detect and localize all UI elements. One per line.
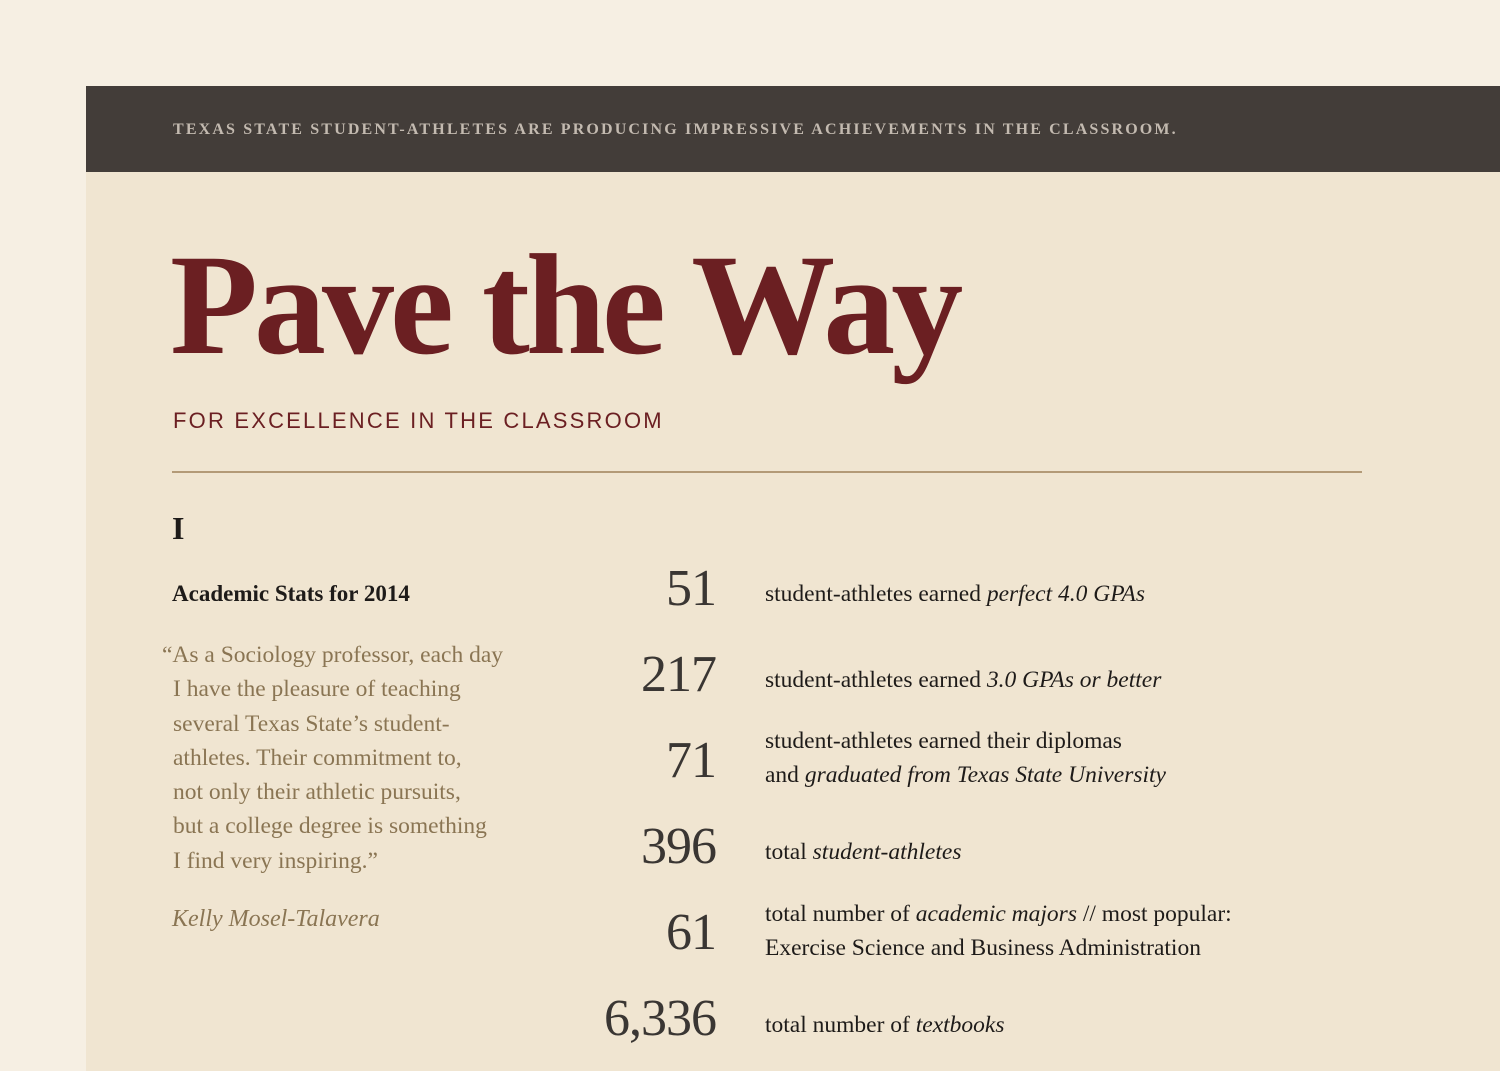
- stat-number: 71: [666, 732, 717, 789]
- quote-line: but a college degree is something: [173, 813, 487, 840]
- stat-text: student-athletes earned their diplomas: [765, 728, 1122, 754]
- content-panel: TEXAS STATE STUDENT-ATHLETES ARE PRODUCI…: [86, 86, 1500, 1071]
- stat-description: total student-athletes: [765, 835, 961, 869]
- stat-number: 396: [641, 818, 717, 875]
- stat-text: and: [765, 762, 805, 788]
- stat-number: 51: [666, 560, 717, 617]
- stat-text: Exercise Science and Business Administra…: [765, 935, 1201, 961]
- stat-text: student-athletes earned: [765, 581, 987, 607]
- stat-emphasis: academic majors: [915, 901, 1077, 927]
- quote-attribution: Kelly Mosel-Talavera: [172, 906, 380, 932]
- stat-emphasis: student-athletes: [812, 839, 962, 865]
- stat-number: 61: [666, 904, 717, 961]
- stat-text: total number of: [765, 1012, 916, 1038]
- quote-line: several Texas State’s student-: [173, 710, 450, 737]
- quote: “As a Sociology professor, each day I ha…: [162, 638, 572, 878]
- stat-emphasis: graduated from Texas State University: [804, 762, 1166, 788]
- stat-text: total number of: [765, 901, 916, 927]
- stat-description: student-athletes earned perfect 4.0 GPAs: [765, 577, 1145, 611]
- divider: [172, 471, 1362, 473]
- page-subtitle: FOR EXCELLENCE IN THE CLASSROOM: [173, 408, 664, 433]
- stats-heading: Academic Stats for 2014: [172, 581, 410, 606]
- stat-description: student-athletes earned their diplomas a…: [765, 724, 1166, 792]
- stat-description: student-athletes earned 3.0 GPAs or bett…: [765, 663, 1161, 697]
- banner-text: TEXAS STATE STUDENT-ATHLETES ARE PRODUCI…: [173, 121, 1178, 138]
- stat-emphasis: perfect 4.0 GPAs: [986, 581, 1146, 607]
- quote-line: “As a Sociology professor, each day: [162, 642, 504, 668]
- top-banner: TEXAS STATE STUDENT-ATHLETES ARE PRODUCI…: [86, 86, 1500, 172]
- stat-emphasis: textbooks: [915, 1012, 1005, 1038]
- page-title: Pave the Way: [170, 226, 963, 385]
- stat-description: total number of textbooks: [765, 1008, 1005, 1042]
- stat-number: 217: [641, 646, 717, 703]
- stat-number: 6,336: [604, 990, 717, 1047]
- quote-line: not only their athletic pursuits,: [173, 779, 461, 806]
- stat-text: // most popular:: [1076, 901, 1232, 927]
- quote-line: I have the pleasure of teaching: [173, 676, 461, 703]
- stat-emphasis: 3.0 GPAs or better: [986, 667, 1162, 693]
- section-numeral: I: [172, 510, 185, 546]
- quote-line: athletes. Their commitment to,: [173, 744, 462, 771]
- stat-text: total: [765, 839, 813, 865]
- stat-text: student-athletes earned: [765, 667, 987, 693]
- stat-description: total number of academic majors // most …: [765, 897, 1232, 965]
- quote-line: I find very inspiring.”: [173, 847, 378, 874]
